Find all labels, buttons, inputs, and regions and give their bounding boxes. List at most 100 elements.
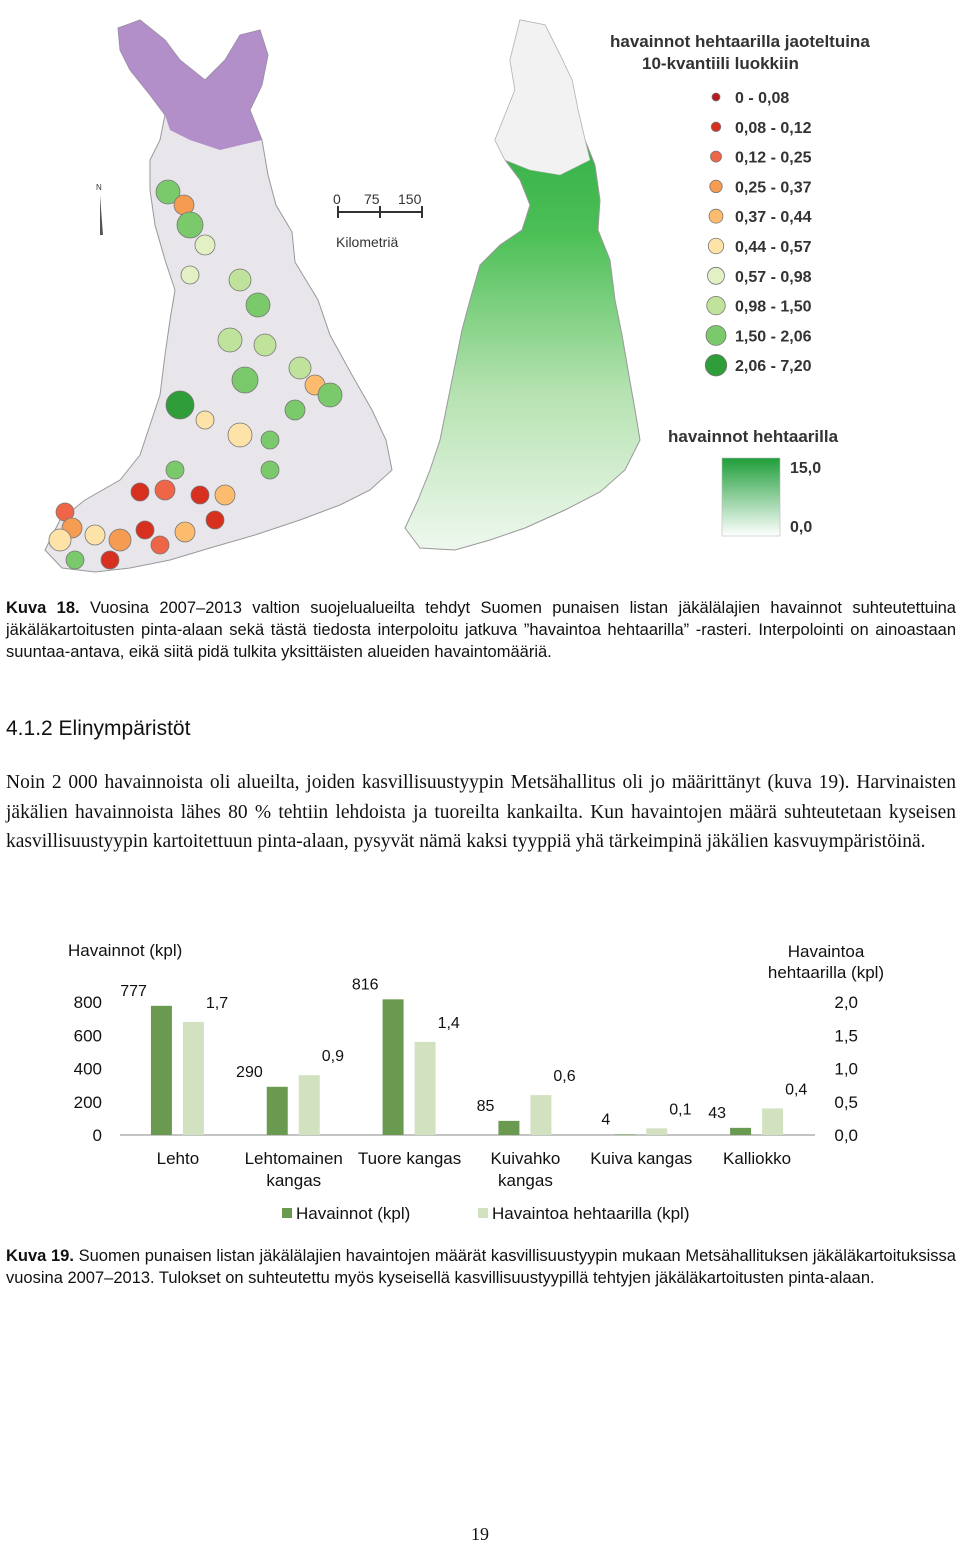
legend-label: Havaintoa hehtaarilla (kpl) <box>492 1204 690 1223</box>
legend-swatch-5 <box>707 237 725 255</box>
point <box>245 292 271 318</box>
legend-swatch <box>282 1208 292 1218</box>
legend-class-label-0: 0 - 0,08 <box>735 90 789 107</box>
category-label: Lehtomainen <box>245 1149 343 1168</box>
data-label: 290 <box>236 1064 263 1081</box>
survey-points <box>48 179 343 570</box>
point <box>150 535 170 555</box>
point <box>214 484 236 506</box>
figure-19-caption-text: Suomen punaisen listan jäkälälajien hava… <box>6 1247 956 1287</box>
point <box>190 485 210 505</box>
bar-per-hectare <box>762 1108 784 1135</box>
right-axis-title-line2: hehtaarilla (kpl) <box>768 963 884 982</box>
point <box>155 179 181 205</box>
left-map: N 0 75 150 Kilometriä <box>44 19 423 573</box>
point <box>228 268 252 292</box>
legend-swatch-0 <box>711 92 721 102</box>
point <box>288 356 312 380</box>
data-label: 43 <box>708 1105 726 1122</box>
legend-raster-max: 15,0 <box>790 460 821 477</box>
body-paragraph: Noin 2 000 havainnoista oli alueilta, jo… <box>6 772 956 852</box>
bar-per-hectare <box>646 1128 668 1135</box>
legend-swatch-7 <box>706 295 726 316</box>
point <box>317 382 343 408</box>
bar-observations <box>614 1134 636 1135</box>
legend-points: havainnot hehtaarilla jaoteltuina 10-kva… <box>610 32 870 377</box>
point <box>174 521 196 543</box>
point <box>194 234 216 256</box>
category-label: Kalliokko <box>723 1149 791 1168</box>
right-tick-label: 0,0 <box>834 1126 858 1145</box>
legend-raster: havainnot hehtaarilla 15,0 0,0 <box>668 427 839 537</box>
point <box>84 524 106 546</box>
bar-observations <box>382 999 404 1135</box>
legend-label: Havainnot (kpl) <box>296 1204 410 1223</box>
page-number: 19 <box>471 1524 489 1544</box>
category-label-line2: kangas <box>266 1171 321 1190</box>
data-label: 0,9 <box>322 1048 344 1065</box>
category-label: Lehto <box>157 1149 200 1168</box>
data-label: 816 <box>352 976 379 993</box>
scale-tick-150: 150 <box>398 191 422 207</box>
right-map <box>404 19 641 551</box>
lapland-region <box>118 20 268 150</box>
data-label: 4 <box>601 1111 610 1128</box>
point <box>100 550 120 570</box>
left-tick-label: 800 <box>74 993 102 1012</box>
north-label: N <box>96 183 102 192</box>
legend-swatch-3 <box>709 179 723 194</box>
bar-per-hectare <box>182 1021 204 1135</box>
point <box>284 399 306 421</box>
point <box>227 422 253 448</box>
legend-class-label-2: 0,12 - 0,25 <box>735 150 812 167</box>
data-label: 1,7 <box>206 995 228 1012</box>
data-label: 85 <box>477 1098 495 1115</box>
legend-swatch-2 <box>710 150 722 163</box>
left-axis-title: Havainnot (kpl) <box>68 941 182 960</box>
legend-points-title-1: havainnot hehtaarilla jaoteltuina <box>610 32 870 51</box>
category-label: Kuivahko <box>490 1149 560 1168</box>
figure-19-caption: Kuva 19. Suomen punaisen listan jäkäläla… <box>6 1245 956 1289</box>
bar-observations <box>730 1127 752 1135</box>
north-arrow: N <box>96 183 103 235</box>
figure-18-caption: Kuva 18. Vuosina 2007–2013 valtion suoje… <box>6 597 956 663</box>
data-label: 777 <box>120 983 147 1000</box>
legend-raster-ramp <box>721 457 781 537</box>
legend-class-label-9: 2,06 - 7,20 <box>735 358 812 375</box>
point <box>165 460 185 480</box>
bar-observations <box>150 1005 172 1135</box>
bar-per-hectare <box>414 1041 436 1135</box>
data-label: 0,1 <box>669 1101 691 1118</box>
legend-swatch-4 <box>708 208 724 224</box>
legend-swatch <box>478 1208 488 1218</box>
legend-class-label-1: 0,08 - 0,12 <box>735 120 812 137</box>
left-tick-label: 600 <box>74 1026 102 1045</box>
point <box>48 528 72 552</box>
point <box>130 482 150 502</box>
figure-19-chart: Havainnot (kpl) Havaintoa hehtaarilla (k… <box>68 941 884 1223</box>
point <box>180 265 200 285</box>
legend-class-label-4: 0,37 - 0,44 <box>735 209 812 226</box>
legend-points-title-2: 10-kvantiili luokkiin <box>642 54 799 73</box>
lapland-nodata <box>494 19 591 176</box>
bar-per-hectare <box>298 1075 320 1135</box>
point <box>108 528 132 552</box>
point <box>65 550 85 570</box>
point <box>253 333 277 357</box>
legend-raster-min: 0,0 <box>790 519 812 536</box>
legend-class-label-3: 0,25 - 0,37 <box>735 179 812 196</box>
legend-swatch-1 <box>710 121 722 132</box>
point <box>154 479 176 501</box>
legend-class-label-6: 0,57 - 0,98 <box>735 269 812 286</box>
legend-swatch-9 <box>704 354 728 377</box>
bar-per-hectare <box>530 1095 552 1135</box>
scale-bar: 0 75 150 Kilometriä <box>333 191 423 250</box>
right-tick-label: 1,5 <box>834 1026 858 1045</box>
legend-class-label-7: 0,98 - 1,50 <box>735 299 812 316</box>
bar-observations <box>498 1120 520 1135</box>
figure-18-caption-text: Vuosina 2007–2013 valtion suojelualueilt… <box>6 599 956 661</box>
left-tick-label: 200 <box>74 1093 102 1112</box>
legend-class-label-8: 1,50 - 2,06 <box>735 328 812 345</box>
scale-unit: Kilometriä <box>336 234 398 250</box>
left-tick-label: 400 <box>74 1060 102 1079</box>
